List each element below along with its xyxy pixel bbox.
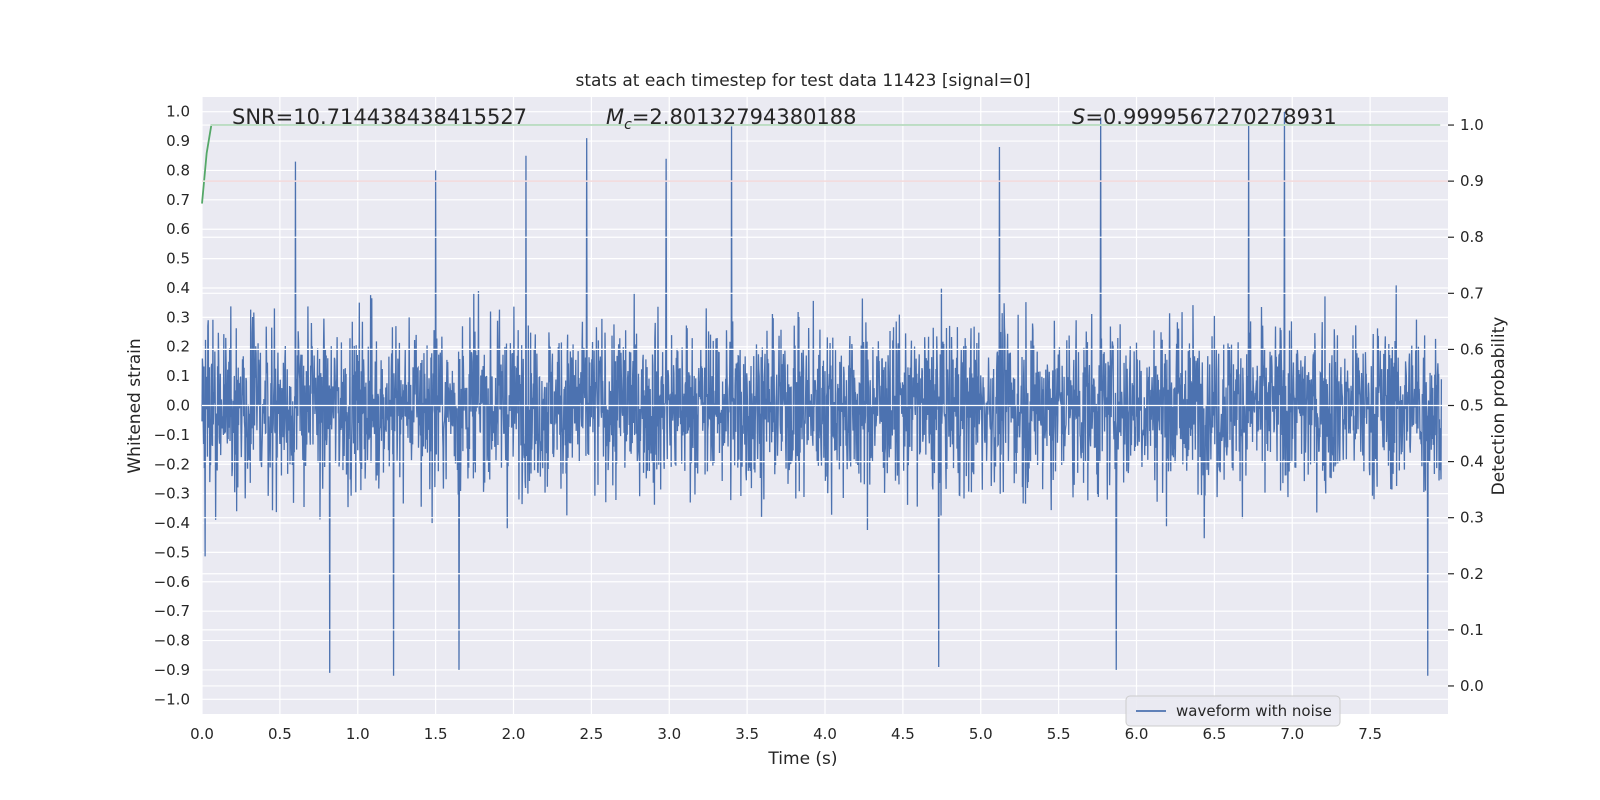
x-tick-label: 5.0 bbox=[969, 725, 993, 743]
y-axis-ticks: 1.0 0.9 0.8 0.7 0.6 0.5 0.4 0.3 0.2 0.1 0.0 −0.1 −0.… bbox=[154, 103, 190, 709]
y2-tick-label: 0.8 bbox=[1460, 228, 1484, 246]
x-tick-label: 0.5 bbox=[268, 725, 292, 743]
y2-axis-ticks: 1.0 0.9 0.8 0.7 0.6 0.5 0.4 0.3 0.2 0.1 0.0 bbox=[1448, 116, 1484, 695]
x-tick-label: 6.0 bbox=[1125, 725, 1149, 743]
x-tick-label: 3.0 bbox=[657, 725, 681, 743]
y-tick-label: −0.4 bbox=[154, 514, 190, 532]
legend-label-waveform: waveform with noise bbox=[1176, 702, 1332, 720]
detection-score-value: =0.9999567270278931 bbox=[1085, 105, 1336, 129]
y2-tick-label: 0.1 bbox=[1460, 621, 1484, 639]
x-tick-label: 4.5 bbox=[891, 725, 915, 743]
y2-axis-label: Detection probability bbox=[1489, 317, 1509, 496]
y-tick-label: 1.0 bbox=[166, 103, 190, 121]
x-axis-ticks: 0.0 0.5 1.0 1.5 2.0 2.5 3.0 3.5 4.0 4.5 5.0 5.5 6.0 6… bbox=[190, 725, 1382, 743]
y-tick-label: −0.5 bbox=[154, 543, 190, 561]
y-tick-label: 0.0 bbox=[166, 397, 190, 415]
x-tick-label: 2.0 bbox=[502, 725, 526, 743]
y-tick-label: 0.9 bbox=[166, 132, 190, 150]
legend-box bbox=[1125, 695, 1341, 727]
y-tick-label: 0.5 bbox=[166, 250, 190, 268]
y2-tick-label: 0.2 bbox=[1460, 565, 1484, 583]
chart-title: stats at each timestep for test data 114… bbox=[576, 71, 1031, 91]
y2-tick-label: 0.3 bbox=[1460, 509, 1484, 527]
y-tick-label: 0.6 bbox=[166, 220, 190, 238]
y-tick-label: 0.2 bbox=[166, 338, 190, 356]
chirp-mass-annotation: Mc=2.80132794380188 bbox=[606, 105, 857, 133]
x-axis-label: Time (s) bbox=[767, 749, 837, 769]
x-tick-label: 6.5 bbox=[1202, 725, 1226, 743]
chirp-mass-symbol: M bbox=[606, 105, 624, 129]
x-tick-label: 1.5 bbox=[424, 725, 448, 743]
y2-tick-label: 1.0 bbox=[1460, 116, 1484, 134]
x-tick-label: 1.0 bbox=[346, 725, 370, 743]
detection-score-annotation: S=0.9999567270278931 bbox=[1072, 105, 1337, 129]
chirp-mass-value: =2.80132794380188 bbox=[632, 105, 857, 129]
waveform-series-line bbox=[201, 111, 1443, 676]
y2-tick-label: 0.4 bbox=[1460, 453, 1484, 471]
y-axis-label: Whitened strain bbox=[125, 338, 145, 473]
x-tick-label: 4.0 bbox=[813, 725, 837, 743]
chirp-mass-subscript: c bbox=[624, 117, 632, 133]
y-tick-label: 0.7 bbox=[166, 191, 190, 209]
detection-score-symbol: S bbox=[1072, 105, 1085, 129]
x-tick-label: 2.5 bbox=[579, 725, 603, 743]
y-tick-label: −0.2 bbox=[154, 455, 190, 473]
y-tick-label: 0.8 bbox=[166, 161, 190, 179]
grid-horizontal-right-axis bbox=[202, 124, 1448, 687]
y-tick-label: 0.4 bbox=[166, 279, 190, 297]
y2-tick-label: 0.5 bbox=[1460, 397, 1484, 415]
x-tick-label: 7.0 bbox=[1280, 725, 1304, 743]
x-tick-label: 5.5 bbox=[1047, 725, 1071, 743]
y2-tick-label: 0.0 bbox=[1460, 677, 1484, 695]
y-tick-label: −0.9 bbox=[154, 661, 190, 679]
y-tick-label: −0.3 bbox=[154, 485, 190, 503]
x-tick-label: 3.5 bbox=[735, 725, 759, 743]
y2-tick-label: 0.7 bbox=[1460, 284, 1484, 302]
y-tick-label: −0.7 bbox=[154, 602, 190, 620]
y2-tick-label: 0.6 bbox=[1460, 340, 1484, 358]
x-tick-label: 0.0 bbox=[190, 725, 214, 743]
legend: waveform with noise bbox=[1125, 695, 1341, 727]
snr-annotation: SNR=10.714438438415527 bbox=[232, 105, 527, 129]
y-tick-label: −1.0 bbox=[154, 690, 190, 708]
y-tick-label: 0.1 bbox=[166, 367, 190, 385]
y-tick-label: −0.6 bbox=[154, 573, 190, 591]
y-tick-label: −0.1 bbox=[154, 426, 190, 444]
x-tick-label: 7.5 bbox=[1358, 725, 1382, 743]
y-tick-label: −0.8 bbox=[154, 632, 190, 650]
y-tick-label: 0.3 bbox=[166, 308, 190, 326]
y2-tick-label: 0.9 bbox=[1460, 172, 1484, 190]
